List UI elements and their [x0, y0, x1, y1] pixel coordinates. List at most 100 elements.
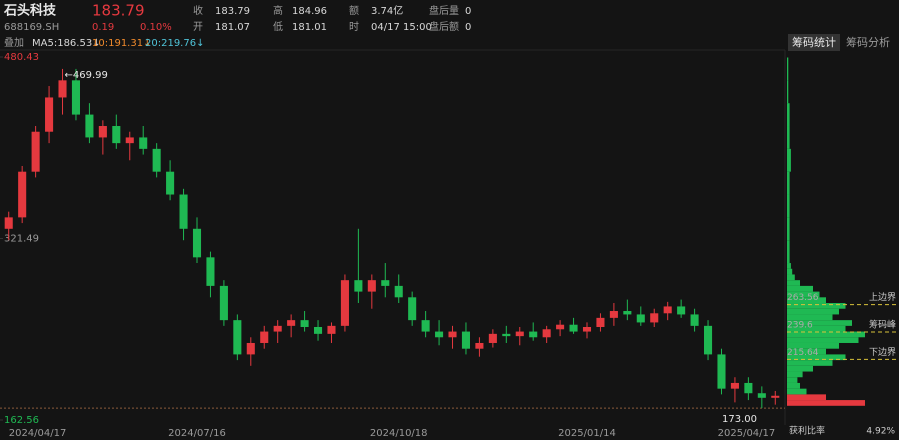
stat-label: 盘后量: [429, 4, 459, 17]
candle-body: [677, 306, 686, 315]
candle-body: [475, 342, 484, 349]
tab[interactable]: 筹码分析: [846, 35, 890, 49]
profit-value: 4.92%: [866, 427, 895, 437]
candle-body: [18, 171, 27, 218]
candle-body: [744, 382, 753, 394]
change-pct: 0.10%: [140, 22, 172, 33]
stat-label: 开: [193, 22, 203, 33]
candle-body: [152, 148, 161, 172]
candle-body: [717, 354, 726, 389]
candle-body: [166, 171, 175, 195]
chip-bar: [787, 297, 826, 304]
chip-line-value: 239.6: [787, 321, 813, 331]
candle-body: [314, 326, 323, 334]
candle-body: [192, 228, 202, 258]
candle-body: [623, 311, 632, 315]
chip-bar: [787, 377, 798, 383]
candle-body: [730, 382, 739, 389]
candle-body: [488, 333, 497, 343]
candle-body: [771, 395, 780, 398]
chip-bar: [787, 325, 846, 332]
chip-line-name: 筹码峰: [869, 319, 896, 331]
chip-bar: [787, 268, 793, 275]
chip-bar: [787, 360, 833, 366]
x-tick-label: 2024/04/17: [9, 428, 67, 439]
profit-label: 获利比率: [789, 425, 825, 437]
chip-bar: [787, 365, 813, 372]
candle-body: [354, 280, 363, 292]
chip-bar: [787, 382, 800, 389]
candle-body: [556, 324, 565, 330]
stat-value: 184.96: [292, 6, 327, 17]
chip-bar: [787, 217, 790, 241]
candle-body: [260, 331, 269, 343]
candle-body: [206, 257, 215, 286]
candle-body: [219, 285, 228, 321]
chip-bar: [787, 291, 820, 298]
chip-bar: [787, 148, 791, 172]
candle-body: [85, 114, 94, 138]
stock-name: 石头科技: [3, 3, 57, 19]
chip-line-value: 263.56: [787, 293, 819, 303]
low-annotation: 173.00: [722, 414, 757, 425]
candle-body: [246, 342, 255, 355]
chip-bar: [787, 57, 789, 81]
y-tick-label: 162.56: [4, 415, 39, 426]
candle-body: [663, 306, 672, 314]
stat-value: 3.74亿: [371, 4, 403, 17]
chip-bar: [787, 280, 800, 286]
candle-body: [31, 131, 40, 172]
chip-bar: [787, 303, 846, 309]
chip-bar: [787, 337, 859, 343]
stat-value: 181.07: [215, 22, 250, 33]
y-tick-label: 321.49: [4, 234, 39, 245]
chip-bar: [787, 388, 807, 395]
tab-active[interactable]: [788, 34, 840, 51]
candle-body: [125, 137, 134, 144]
candle-body: [340, 280, 349, 326]
chip-bar: [787, 342, 839, 349]
y-tick-label: 480.43: [4, 52, 39, 63]
stat-label: 额: [349, 4, 359, 17]
chip-bar: [787, 285, 813, 292]
chip-line-value: 215.64: [787, 348, 819, 358]
candle-body: [596, 317, 605, 327]
candle-body: [408, 297, 417, 321]
chip-bar: [787, 263, 791, 269]
stat-value: 183.79: [215, 6, 250, 17]
candle-body: [529, 331, 538, 338]
candle-body: [636, 314, 645, 323]
x-tick-label: 2024/07/16: [168, 428, 226, 439]
chip-bar: [787, 80, 789, 104]
candle-body: [421, 320, 430, 332]
candle-body: [58, 80, 67, 98]
ma20-legend: 20:219.76↓: [145, 38, 204, 49]
candle-body: [4, 217, 13, 229]
candle-body: [300, 320, 309, 327]
candle-body: [542, 329, 551, 338]
candle-body: [502, 333, 511, 337]
candle-body: [112, 126, 121, 144]
candle-body: [139, 137, 148, 149]
chip-bar: [787, 354, 846, 361]
chip-bar: [787, 308, 839, 315]
candle-body: [394, 285, 403, 298]
x-tick-label: 2024/10/18: [370, 428, 428, 439]
candle-body: [273, 325, 282, 332]
tab[interactable]: 筹码统计: [792, 35, 836, 49]
candle-body: [327, 325, 336, 334]
chip-bar: [787, 331, 865, 338]
stat-value: 0: [465, 6, 471, 17]
overlay[interactable]: 叠加: [4, 37, 24, 49]
candle-body: [233, 320, 242, 355]
candle-body: [569, 324, 578, 332]
chip-bar: [787, 240, 790, 264]
candle-body: [179, 194, 188, 229]
stat-label: 高: [273, 4, 283, 17]
chip-bar: [787, 394, 826, 401]
candle-body: [757, 393, 766, 398]
candle-body: [690, 314, 699, 326]
candle-body: [98, 126, 107, 138]
